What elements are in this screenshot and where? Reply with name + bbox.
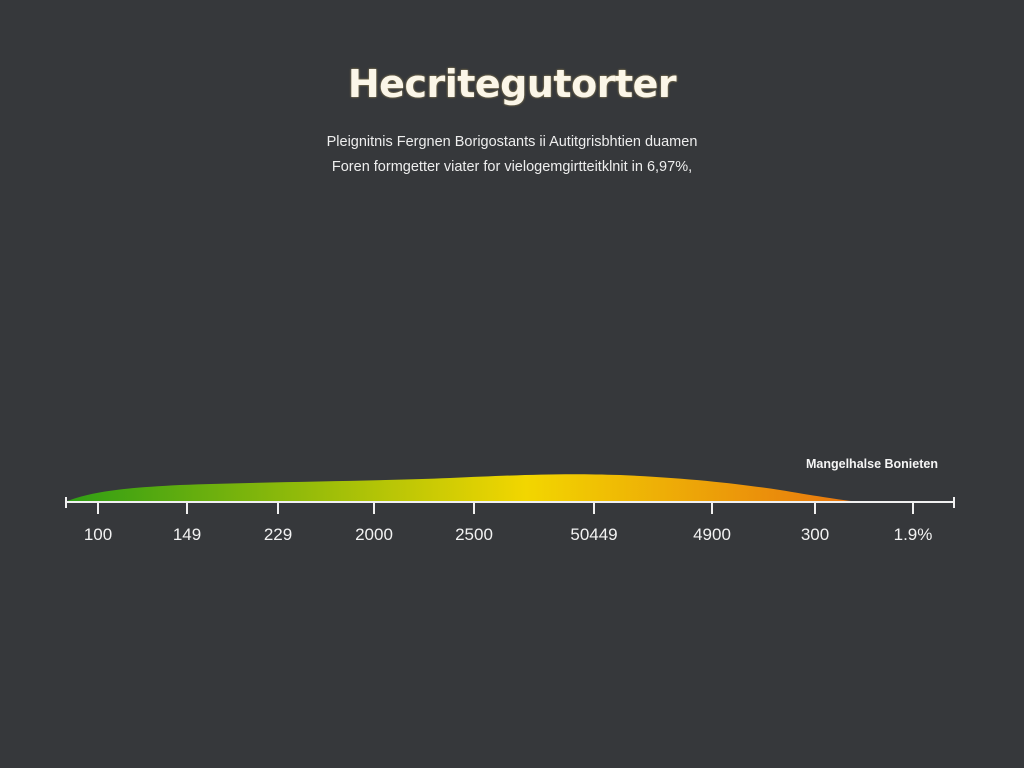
legend-label: Mangelhalse Bonieten <box>806 457 938 471</box>
x-tick-label: 229 <box>264 525 292 544</box>
x-tick-label: 149 <box>173 525 201 544</box>
x-tick-label: 50449 <box>570 525 617 544</box>
x-tick-label: 1.9% <box>894 525 933 544</box>
x-tick-label: 100 <box>84 525 112 544</box>
x-tick-label: 4900 <box>693 525 731 544</box>
area-series <box>65 474 860 502</box>
x-tick-label: 300 <box>801 525 829 544</box>
x-tick-label: 2000 <box>355 525 393 544</box>
chart-subtitle-line-2: Foren formgetter viater for vielogemgirt… <box>331 159 693 175</box>
x-tick-label: 2500 <box>455 525 493 544</box>
chart-title: Hecritegutorter <box>347 62 677 106</box>
chart-subtitle-line-1: Pleignitnis Fergnen Borigostants ii Auti… <box>326 134 698 150</box>
